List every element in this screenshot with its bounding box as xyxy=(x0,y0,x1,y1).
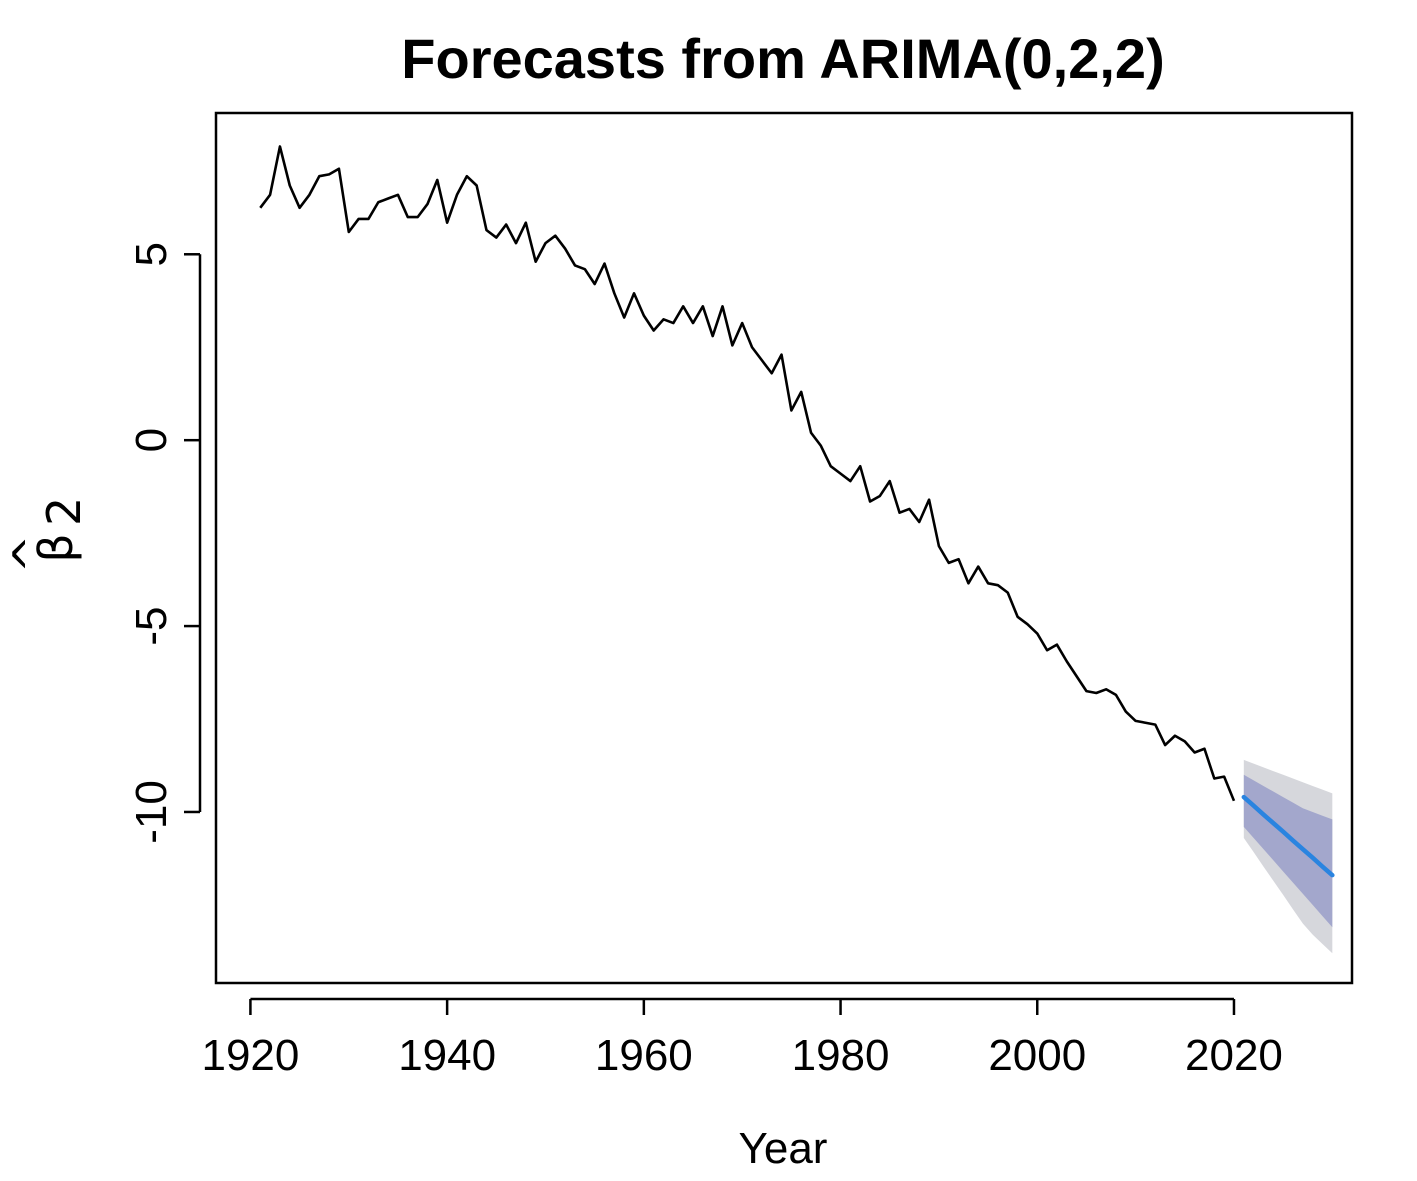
history-line xyxy=(259,145,1236,802)
y-tick-label: -5 xyxy=(127,607,176,646)
forecast-series xyxy=(1241,794,1335,878)
x-tick-label: 2000 xyxy=(988,1031,1086,1080)
x-tick-label: 1980 xyxy=(792,1031,890,1080)
y-axis-title: β ^ 2 xyxy=(3,497,91,574)
y-axis-title-hat: ^ xyxy=(3,535,57,574)
y-tick-label: 0 xyxy=(127,428,176,452)
y-axis-title-subscript: 2 xyxy=(37,497,91,526)
x-axis: 1920 1940 1960 1980 2000 2020 xyxy=(201,997,1283,1080)
forecast-line xyxy=(1241,794,1335,878)
x-tick-label: 1920 xyxy=(201,1031,299,1080)
x-tick-label: 1940 xyxy=(398,1031,496,1080)
y-axis: 5 0 -5 -10 xyxy=(127,242,202,844)
history-series xyxy=(259,145,1236,802)
forecast-band-80 xyxy=(1243,774,1333,928)
x-tick-label: 2020 xyxy=(1185,1031,1283,1080)
y-tick-label: 5 xyxy=(127,242,176,266)
y-tick-label: -10 xyxy=(127,780,176,844)
y-axis-title-symbol: β xyxy=(29,533,83,562)
chart-title: Forecasts from ARIMA(0,2,2) xyxy=(401,27,1164,90)
plot-frame xyxy=(214,111,1354,985)
x-axis-title: Year xyxy=(739,1124,828,1173)
x-tick-label: 1960 xyxy=(595,1031,693,1080)
band-80-area xyxy=(1243,774,1333,928)
